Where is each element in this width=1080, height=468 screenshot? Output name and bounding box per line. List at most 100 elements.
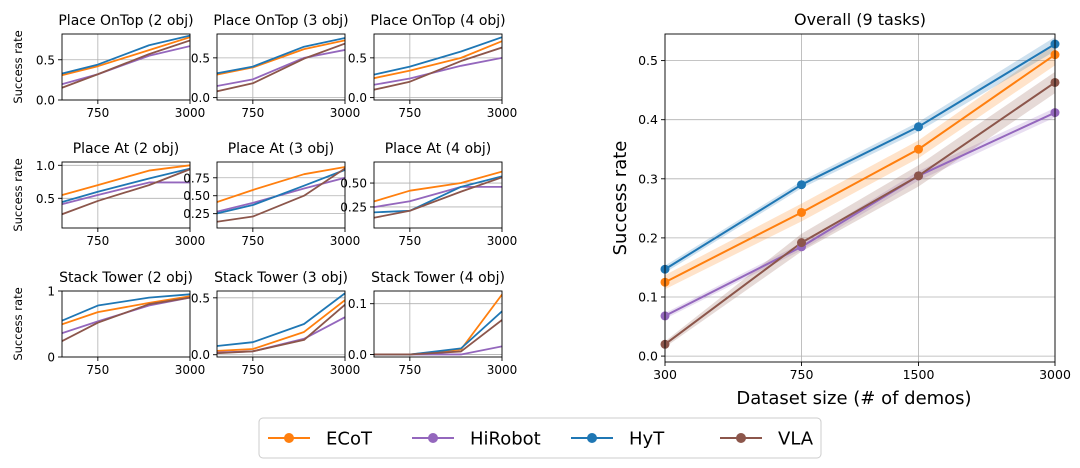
x-tick-label: 750 bbox=[241, 363, 264, 377]
subplot-title: Stack Tower (2 obj) bbox=[59, 270, 193, 286]
y-tick-label: 0.0 bbox=[191, 348, 210, 362]
y-tick-label: 1 bbox=[47, 285, 55, 299]
x-tick-label: 3000 bbox=[330, 363, 361, 377]
series-line-ecot bbox=[62, 295, 190, 326]
x-tick-label: 750 bbox=[398, 363, 421, 377]
y-tick-label: 0.3 bbox=[638, 171, 658, 186]
series-line-vla bbox=[62, 296, 190, 343]
series-line-hyt bbox=[62, 167, 190, 203]
plot-area bbox=[217, 166, 345, 223]
series-line-vla bbox=[665, 81, 1055, 346]
series-line-vla bbox=[374, 176, 502, 219]
legend-entry-hyt: HyT bbox=[571, 429, 665, 450]
point-hyt bbox=[797, 180, 806, 190]
subplot-title: Place OnTop (4 obj) bbox=[370, 13, 505, 29]
subplot-title: Place OnTop (3 obj) bbox=[213, 13, 348, 29]
series-line-hyt bbox=[374, 36, 502, 76]
series-line-ecot bbox=[62, 36, 190, 77]
subplot-title: Stack Tower (4 obj) bbox=[371, 270, 505, 286]
point-hyt bbox=[914, 122, 923, 132]
axes-frame bbox=[216, 161, 346, 229]
y-tick-label: 0.5 bbox=[638, 53, 658, 68]
series-line-ecot bbox=[374, 170, 502, 203]
axes-frame bbox=[61, 33, 191, 101]
x-tick-label: 3000 bbox=[175, 106, 206, 120]
series-line-ecot bbox=[217, 166, 345, 203]
series-line-hirobot bbox=[62, 296, 190, 335]
y-tick-label: 0.50 bbox=[183, 189, 210, 203]
y-tick-label: 0.0 bbox=[36, 94, 55, 108]
x-tick-label: 750 bbox=[86, 106, 109, 120]
x-tick-label: 750 bbox=[398, 234, 421, 248]
y-axis-label: Success rate bbox=[11, 287, 25, 360]
series-line-vla bbox=[217, 42, 345, 93]
plot-area bbox=[374, 36, 502, 91]
y-tick-label: 0.50 bbox=[340, 177, 367, 191]
axes-frame bbox=[373, 161, 503, 229]
legend-marker bbox=[736, 433, 746, 443]
series-line-vla bbox=[374, 46, 502, 91]
x-tick-label: 300 bbox=[653, 367, 677, 382]
plot-area bbox=[374, 170, 502, 219]
subplot-title: Place OnTop (2 obj) bbox=[58, 13, 193, 29]
plot-area bbox=[62, 293, 190, 343]
subplot-1: 750 3000 0.0 0.5 Place OnTop (2 obj) Success … bbox=[11, 13, 205, 120]
subplot-9: 750 3000 0.0 0.1 Stack Tower (4 obj) bbox=[348, 270, 517, 377]
plot-area bbox=[217, 37, 345, 93]
legend-label: HiRobot bbox=[470, 429, 541, 450]
series-line-hirobot bbox=[374, 185, 502, 209]
subplot-title: Place At (4 obj) bbox=[385, 141, 492, 157]
y-tick-label: 0.5 bbox=[348, 51, 367, 65]
legend-entry-vla: VLA bbox=[720, 429, 814, 450]
axes-frame bbox=[373, 33, 503, 101]
legend-marker bbox=[587, 433, 597, 443]
subplot-5: 750 3000 0.25 0.50 0.75 Place At (3 obj) bbox=[183, 141, 360, 248]
y-axis-label: Success rate bbox=[11, 158, 25, 231]
subplot-7: 750 3000 0 1 Stack Tower (2 obj) Success rate bbox=[11, 270, 205, 377]
y-tick-label: 0.0 bbox=[191, 91, 210, 105]
series-line-hyt bbox=[374, 175, 502, 214]
y-tick-label: 0.5 bbox=[36, 192, 55, 206]
y-tick-label: 0.5 bbox=[36, 53, 55, 67]
point-vla bbox=[914, 171, 923, 181]
x-tick-label: 3000 bbox=[487, 106, 518, 120]
plot-area bbox=[217, 292, 345, 355]
point-ecot bbox=[797, 207, 806, 217]
y-tick-label: 0.1 bbox=[638, 289, 658, 304]
series-line-vla bbox=[62, 168, 190, 216]
series-line-hirobot bbox=[665, 111, 1055, 317]
x-tick-label: 1500 bbox=[903, 367, 935, 382]
y-axis-label: Success rate bbox=[610, 141, 631, 256]
subplot-title: Stack Tower (3 obj) bbox=[214, 270, 348, 286]
plot-area bbox=[62, 164, 190, 216]
x-tick-label: 750 bbox=[86, 234, 109, 248]
x-tick-label: 750 bbox=[398, 106, 421, 120]
x-tick-label: 3000 bbox=[330, 106, 361, 120]
series-line-ecot bbox=[217, 299, 345, 352]
x-tick-label: 750 bbox=[241, 234, 264, 248]
x-tick-label: 3000 bbox=[330, 234, 361, 248]
series-line-vla bbox=[374, 319, 502, 356]
series-line-ecot bbox=[62, 164, 190, 197]
axes-frame bbox=[61, 290, 191, 358]
y-tick-label: 1.0 bbox=[36, 159, 55, 173]
legend-entry-hirobot: HiRobot bbox=[412, 429, 541, 450]
subplot-10: 300 750 1500 3000 0.0 0.1 0.2 0.3 0.4 0.5 Overall … bbox=[610, 10, 1071, 409]
axes-frame bbox=[664, 33, 1056, 363]
y-tick-label: 0.5 bbox=[191, 51, 210, 65]
y-tick-label: 0.75 bbox=[183, 171, 210, 185]
y-tick-label: 0 bbox=[47, 351, 55, 365]
legend-label: HyT bbox=[629, 429, 665, 450]
axes-frame bbox=[61, 161, 191, 229]
y-tick-label: 0.25 bbox=[183, 207, 210, 221]
y-tick-label: 0.4 bbox=[638, 112, 658, 127]
legend-label: ECoT bbox=[326, 429, 373, 450]
point-vla bbox=[797, 238, 806, 248]
band-ecot bbox=[665, 44, 1055, 290]
x-tick-label: 3000 bbox=[1039, 367, 1071, 382]
legend-label: VLA bbox=[778, 429, 814, 450]
subplot-title: Place At (2 obj) bbox=[73, 141, 180, 157]
series-line-vla bbox=[217, 303, 345, 355]
legend-marker bbox=[284, 433, 294, 443]
y-axis-label: Success rate bbox=[11, 30, 25, 103]
